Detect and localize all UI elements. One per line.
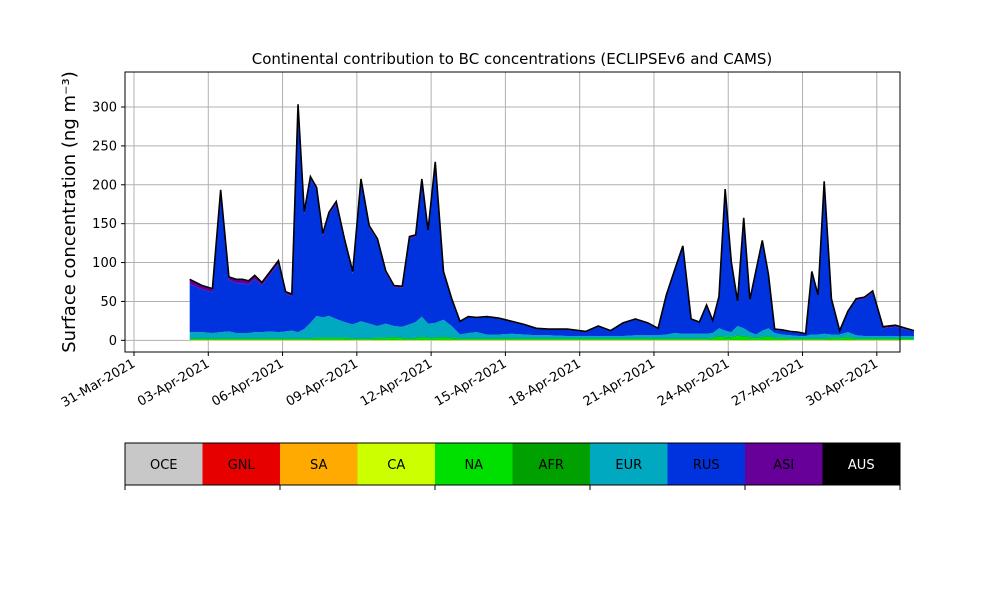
x-tick-label: 31-Mar-2021 bbox=[59, 356, 138, 410]
plot-frame bbox=[124, 71, 901, 353]
legend-label-asi: ASI bbox=[773, 458, 794, 473]
legend-swatch-rus bbox=[667, 443, 745, 485]
y-tick-label: 250 bbox=[92, 139, 117, 154]
legend-swatch-sa bbox=[280, 443, 358, 485]
legend-swatch-aus bbox=[822, 443, 900, 485]
x-tick-label: 30-Apr-2021 bbox=[804, 356, 881, 409]
x-tick-label: 24-Apr-2021 bbox=[655, 356, 732, 409]
legend-label-sa: SA bbox=[310, 458, 327, 473]
area-rus bbox=[189, 106, 914, 337]
legend-swatch-oce bbox=[125, 443, 203, 485]
x-axis-ticks: 31-Mar-202103-Apr-202106-Apr-202109-Apr-… bbox=[59, 352, 881, 411]
legend-swatch-ca bbox=[357, 443, 435, 485]
legend-frame bbox=[124, 442, 901, 486]
total-line bbox=[189, 104, 915, 335]
legend-swatch-eur bbox=[590, 443, 668, 485]
x-tick-label: 18-Apr-2021 bbox=[507, 356, 584, 409]
legend-label-rus: RUS bbox=[693, 458, 720, 473]
legend-swatch-asi bbox=[745, 443, 823, 485]
area-eur bbox=[189, 315, 914, 339]
x-tick-label: 03-Apr-2021 bbox=[135, 356, 212, 409]
legend-label-gnl: GNL bbox=[228, 458, 256, 473]
x-tick-label: 15-Apr-2021 bbox=[432, 356, 509, 409]
x-tick-label: 27-Apr-2021 bbox=[729, 356, 806, 409]
y-tick-label: 100 bbox=[92, 256, 117, 271]
legend-label-ca: CA bbox=[387, 458, 405, 473]
x-tick-label: 09-Apr-2021 bbox=[284, 356, 361, 409]
y-tick-label: 150 bbox=[92, 217, 117, 232]
legend-label-oce: OCE bbox=[150, 458, 178, 473]
legend-label-na: NA bbox=[464, 458, 483, 473]
legend-label-aus: AUS bbox=[848, 458, 875, 473]
y-tick-label: 300 bbox=[92, 101, 117, 116]
total-outline bbox=[189, 104, 915, 335]
x-tick-label: 12-Apr-2021 bbox=[358, 356, 435, 409]
stacked-areas bbox=[189, 104, 914, 341]
area-na bbox=[189, 336, 914, 340]
y-tick-label: 200 bbox=[92, 178, 117, 193]
x-tick-label: 21-Apr-2021 bbox=[581, 356, 658, 409]
legend-swatch-na bbox=[435, 443, 513, 485]
y-tick-label: 0 bbox=[109, 334, 117, 349]
y-axis-label: Surface concentration (ng m⁻³) bbox=[59, 71, 80, 353]
legend-swatch-afr bbox=[512, 443, 590, 485]
grid-layer bbox=[125, 72, 900, 352]
color-legend: OCE GNL SA CA NA AFR EUR RUS ASI AUS bbox=[124, 442, 901, 490]
legend-swatch-gnl bbox=[202, 443, 280, 485]
chart-title: Continental contribution to BC concentra… bbox=[252, 50, 773, 68]
x-tick-label: 06-Apr-2021 bbox=[209, 356, 286, 409]
legend-label-afr: AFR bbox=[539, 458, 564, 473]
y-tick-label: 50 bbox=[100, 295, 117, 310]
y-axis-ticks: 0 50 100 150 200 250 300 bbox=[92, 101, 125, 349]
legend-label-eur: EUR bbox=[615, 458, 642, 473]
